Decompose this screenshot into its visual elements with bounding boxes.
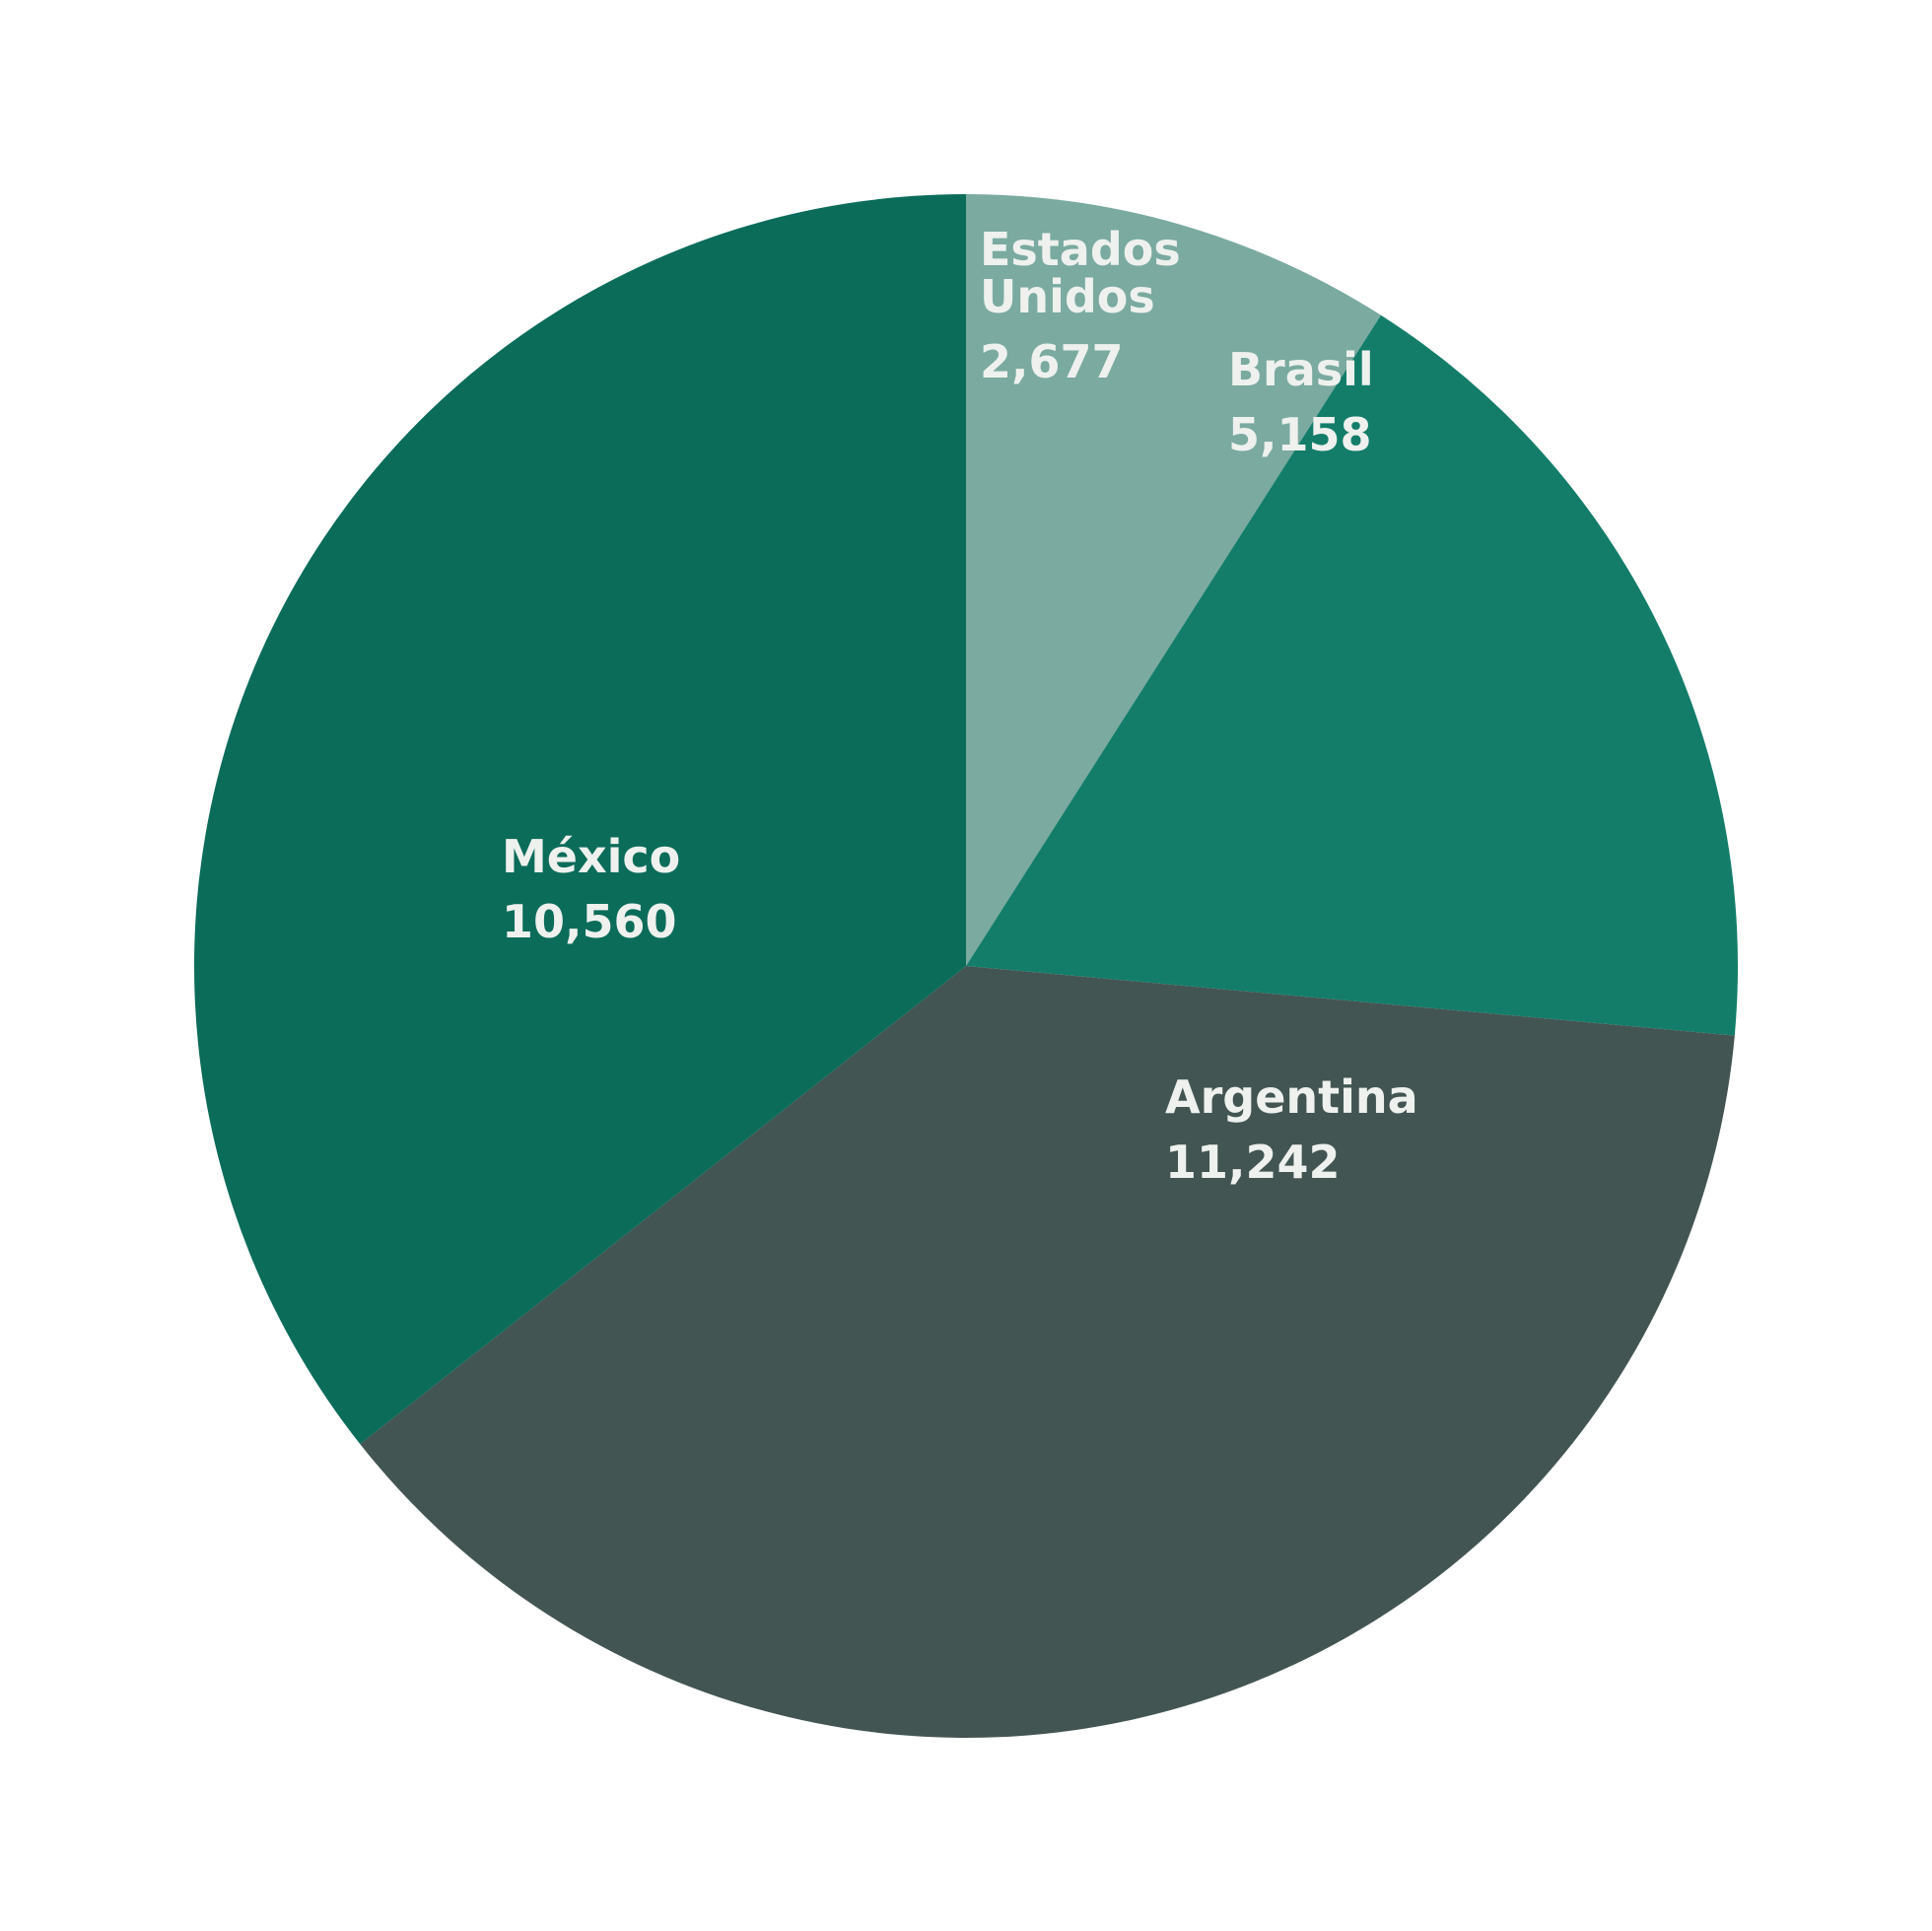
slice-label: México — [502, 830, 680, 883]
slice-value: 10,560 — [502, 895, 677, 948]
slice-label: Argentina — [1165, 1070, 1418, 1124]
slice-label: Brasil — [1228, 343, 1374, 396]
slice-value: 2,677 — [980, 335, 1124, 388]
slice-value: 5,158 — [1228, 408, 1372, 461]
pie-slice — [194, 194, 966, 1444]
slice-label: Estados Unidos — [980, 223, 1197, 323]
pie-slice — [360, 966, 1735, 1738]
pie-slice — [966, 194, 1381, 966]
pie-slice — [966, 314, 1739, 1036]
slice-value: 11,242 — [1165, 1136, 1341, 1189]
